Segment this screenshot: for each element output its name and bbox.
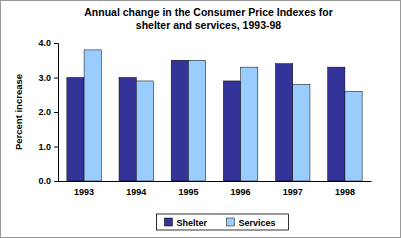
- legend-item: Shelter: [165, 218, 208, 228]
- x-tick-label: 1994: [126, 187, 146, 197]
- x-tick: 1996: [231, 181, 251, 197]
- y-tick-mark: [54, 147, 58, 148]
- y-tick-label: 2.0: [38, 107, 51, 117]
- y-tick-mark: [54, 78, 58, 79]
- bar: [293, 84, 310, 181]
- bar: [241, 67, 258, 181]
- x-tick: 1995: [178, 181, 198, 197]
- bar: [345, 91, 362, 181]
- x-tick-label: 1993: [74, 187, 94, 197]
- y-tick-mark: [54, 112, 58, 113]
- x-tick-label: 1998: [335, 187, 355, 197]
- y-tick: 3.0: [38, 73, 58, 83]
- legend-label: Services: [239, 218, 276, 228]
- y-tick-mark: [54, 43, 58, 44]
- plot: 0.0 1.0 2.0 3.0 4.0 1993 1994 1995 1996 1997 1998: [38, 38, 371, 197]
- series-bars: [67, 60, 345, 181]
- legend-box: [157, 214, 289, 230]
- legend-item: Services: [227, 218, 276, 228]
- x-tick-label: 1996: [231, 187, 251, 197]
- chart-border: [1, 1, 401, 238]
- x-tick-label: 1995: [178, 187, 198, 197]
- x-tick: 1994: [126, 181, 146, 197]
- y-axis-line: [54, 44, 59, 182]
- y-tick: 1.0: [38, 142, 58, 152]
- y-tick: 4.0: [38, 38, 58, 48]
- bar: [328, 67, 345, 181]
- x-tick: 1997: [283, 181, 303, 197]
- y-tick: 0.0: [38, 176, 58, 186]
- title-line: shelter and services, 1993-98: [136, 19, 282, 31]
- bar: [119, 78, 136, 182]
- y-tick-label: 0.0: [38, 176, 51, 186]
- legend-label: Shelter: [177, 218, 208, 228]
- x-tick-label: 1997: [283, 187, 303, 197]
- y-tick-mark: [54, 181, 58, 182]
- bar: [188, 60, 205, 181]
- bar: [67, 78, 84, 182]
- x-tick: 1998: [335, 181, 355, 197]
- y-tick-label: 4.0: [38, 38, 51, 48]
- legend-swatch: [165, 218, 173, 226]
- legend: Shelter Services: [157, 214, 289, 230]
- x-tick: 1993: [74, 181, 94, 197]
- bar: [223, 81, 240, 181]
- bar: [84, 50, 101, 181]
- bar: [276, 64, 293, 181]
- y-tick: 2.0: [38, 107, 58, 117]
- bar: [171, 60, 188, 181]
- title-line: Annual change in the Consumer Price Inde…: [84, 6, 333, 18]
- x-axis: 1993 1994 1995 1996 1997 1998: [59, 181, 372, 197]
- y-tick-label: 3.0: [38, 73, 51, 83]
- legend-swatch: [227, 218, 235, 226]
- series-bars: [84, 50, 362, 181]
- bar: [136, 81, 153, 181]
- y-axis: 0.0 1.0 2.0 3.0 4.0: [38, 38, 58, 186]
- chart: Annual change in the Consumer Price Inde…: [0, 0, 401, 238]
- x-axis-line: [59, 181, 372, 182]
- title: Annual change in the Consumer Price Inde…: [84, 6, 333, 31]
- bars: [67, 50, 362, 181]
- y-tick-label: 1.0: [38, 142, 51, 152]
- y-axis-title: Percent increase: [13, 74, 24, 150]
